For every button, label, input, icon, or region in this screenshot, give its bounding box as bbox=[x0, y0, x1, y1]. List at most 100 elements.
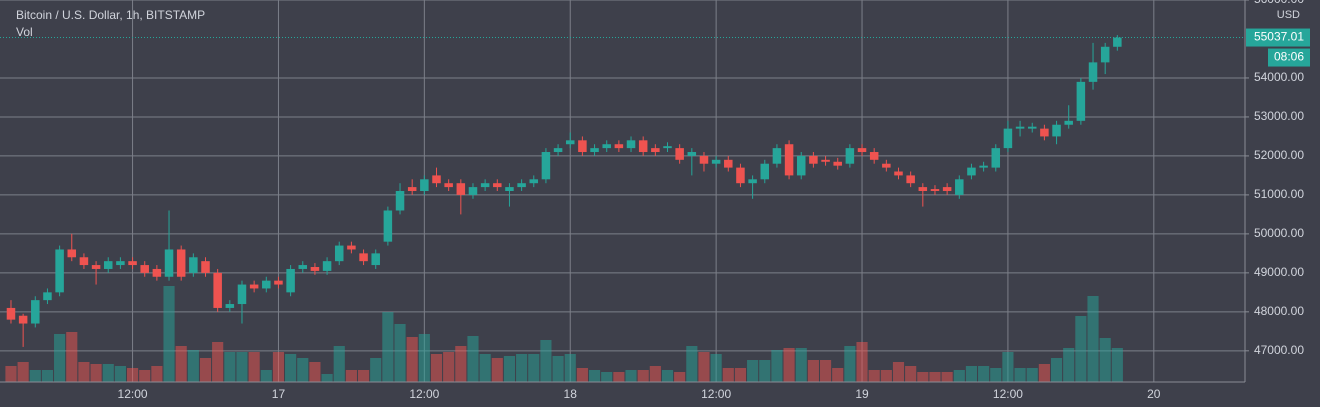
volume-bar bbox=[734, 368, 747, 382]
candle-body bbox=[930, 189, 940, 191]
volume-bar bbox=[588, 370, 601, 382]
candle-body bbox=[955, 179, 964, 195]
candle-body bbox=[626, 140, 636, 149]
candle-body bbox=[906, 175, 915, 184]
candle-body bbox=[894, 171, 903, 176]
candle-body bbox=[638, 140, 648, 153]
volume-bar bbox=[443, 352, 455, 382]
candle-body bbox=[444, 183, 453, 188]
candle-body bbox=[91, 265, 101, 269]
volume-bar bbox=[382, 312, 394, 382]
candle-body bbox=[359, 253, 368, 262]
candle-body bbox=[322, 261, 332, 271]
candle-body bbox=[590, 148, 599, 153]
volume-bar bbox=[832, 368, 844, 382]
candle-body bbox=[249, 284, 259, 289]
volume-bar bbox=[771, 350, 783, 382]
candle-body bbox=[274, 280, 283, 285]
volume-bar bbox=[139, 370, 151, 382]
candle-body bbox=[869, 152, 879, 160]
volume-bar bbox=[892, 362, 905, 382]
y-tick-label: 56000.00 bbox=[1254, 0, 1304, 6]
volume-bar bbox=[880, 370, 892, 382]
candle-body bbox=[347, 245, 356, 250]
volume-bar bbox=[126, 368, 139, 382]
volume-bar bbox=[990, 368, 1002, 382]
candle-body bbox=[79, 257, 89, 266]
volume-bar bbox=[418, 334, 430, 382]
volume-bar bbox=[1087, 296, 1099, 382]
candle-body bbox=[505, 187, 514, 191]
candle-body bbox=[663, 146, 672, 149]
candle-body bbox=[1015, 126, 1025, 129]
candle-body bbox=[651, 148, 660, 153]
volume-bar bbox=[613, 372, 625, 382]
volume-label: Vol bbox=[16, 25, 33, 39]
volume-bar bbox=[345, 370, 357, 382]
volume-bar bbox=[625, 370, 637, 382]
candle-body bbox=[116, 261, 125, 266]
y-tick-label: 52000.00 bbox=[1254, 148, 1304, 162]
volume-bar bbox=[163, 286, 175, 382]
candle-body bbox=[541, 152, 551, 180]
candle-body bbox=[675, 148, 684, 160]
candle-body bbox=[699, 155, 709, 164]
volume-bar bbox=[1099, 338, 1111, 382]
volume-bar bbox=[905, 366, 917, 382]
volume-bar bbox=[1063, 348, 1075, 382]
candle-body bbox=[1040, 128, 1049, 137]
volume-bar bbox=[199, 358, 212, 382]
y-tick-label: 49000.00 bbox=[1254, 265, 1304, 279]
volume-bar bbox=[1026, 368, 1038, 382]
y-tick-label: 54000.00 bbox=[1254, 70, 1304, 84]
candle-body bbox=[201, 261, 210, 273]
volume-bar bbox=[236, 352, 248, 382]
y-tick-label: 51000.00 bbox=[1254, 187, 1304, 201]
candle-body bbox=[298, 265, 308, 269]
volume-bar bbox=[102, 364, 114, 382]
last-price-label: 55037.01 bbox=[1254, 30, 1304, 44]
y-tick-label: 53000.00 bbox=[1254, 109, 1304, 123]
volume-bar bbox=[710, 354, 722, 382]
volume-bar bbox=[540, 340, 552, 382]
candle-body bbox=[1113, 37, 1122, 47]
x-tick-label: 19 bbox=[855, 387, 869, 401]
volume-bar bbox=[5, 366, 17, 382]
volume-bar bbox=[297, 358, 309, 382]
volume-bar bbox=[552, 356, 564, 382]
volume-bar bbox=[576, 368, 588, 382]
candle-body bbox=[493, 183, 502, 188]
candle-body bbox=[578, 140, 587, 153]
volume-bar bbox=[759, 360, 771, 382]
volume-bar bbox=[17, 362, 29, 382]
volume-bar bbox=[807, 360, 819, 382]
volume-bar bbox=[321, 374, 333, 382]
volume-bar bbox=[29, 370, 41, 382]
candle-body bbox=[565, 140, 575, 145]
volume-bar bbox=[929, 372, 941, 382]
volume-bar bbox=[649, 366, 661, 382]
candle-body bbox=[334, 245, 344, 262]
volume-bar bbox=[795, 348, 807, 382]
volume-bar bbox=[1075, 316, 1087, 382]
volume-bar bbox=[285, 354, 297, 382]
volume-bar bbox=[564, 354, 576, 382]
volume-bar bbox=[674, 372, 686, 382]
volume-bar bbox=[637, 370, 649, 382]
candle-body bbox=[128, 261, 137, 266]
volume-bar bbox=[844, 346, 856, 382]
y-tick-label: 47000.00 bbox=[1254, 343, 1304, 357]
countdown-box bbox=[1268, 48, 1310, 67]
candle-body bbox=[176, 249, 186, 277]
volume-bar bbox=[151, 366, 163, 382]
candle-body bbox=[407, 187, 417, 191]
volume-bar bbox=[370, 358, 382, 382]
volume-bar bbox=[212, 342, 224, 382]
volume-bar bbox=[479, 354, 491, 382]
candle-body bbox=[420, 179, 429, 191]
volume-bar bbox=[394, 324, 406, 382]
volume-bar bbox=[455, 346, 467, 382]
